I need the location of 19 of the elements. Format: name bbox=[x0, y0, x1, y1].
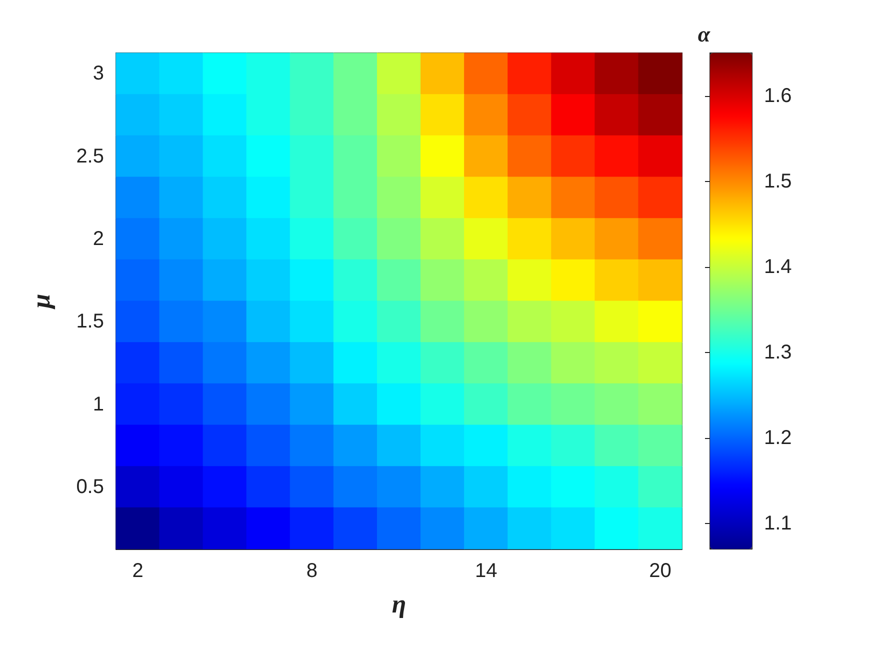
color-bar-label: 1.4 bbox=[764, 256, 792, 278]
y-tick-label: 2 bbox=[92, 228, 104, 250]
color-bar-label: 1.5 bbox=[764, 170, 792, 192]
x-tick-label: 14 bbox=[474, 560, 498, 582]
color-bar-title: α bbox=[698, 22, 711, 46]
color-bar-label: 1.2 bbox=[764, 426, 792, 449]
y-tick-label: 2.5 bbox=[76, 145, 104, 168]
color-bar-label: 1.1 bbox=[764, 512, 792, 534]
color-bar-label: 1.6 bbox=[764, 84, 792, 107]
y-tick-label: 1.5 bbox=[76, 310, 104, 333]
y-tick-label: 3 bbox=[92, 62, 104, 85]
x-tick-label: 20 bbox=[649, 560, 672, 582]
y-axis-title: μ bbox=[26, 294, 56, 310]
x-tick-label: 8 bbox=[306, 560, 318, 582]
color-bar-label: 1.3 bbox=[764, 341, 792, 364]
y-tick-label: 1 bbox=[92, 393, 104, 416]
x-axis-title: η bbox=[392, 590, 406, 618]
y-tick-label: 0.5 bbox=[76, 476, 104, 498]
x-tick-label: 2 bbox=[132, 560, 144, 582]
